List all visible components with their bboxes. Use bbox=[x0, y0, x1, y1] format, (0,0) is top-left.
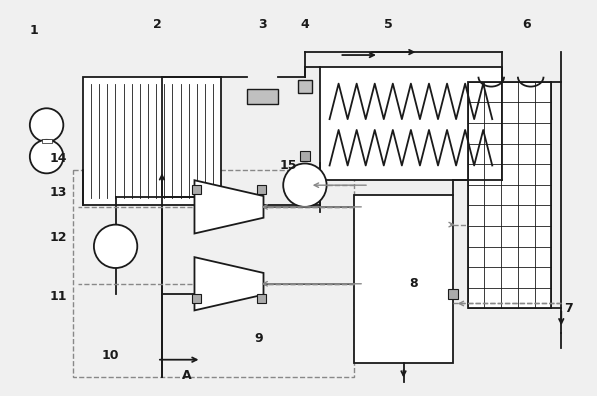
Bar bbox=[320, 67, 502, 180]
Polygon shape bbox=[195, 257, 263, 310]
Circle shape bbox=[283, 164, 327, 207]
Bar bbox=[448, 289, 458, 299]
Circle shape bbox=[30, 108, 63, 142]
Text: 6: 6 bbox=[522, 18, 531, 31]
Bar bbox=[298, 80, 312, 93]
Text: 4: 4 bbox=[300, 18, 309, 31]
Circle shape bbox=[30, 140, 63, 173]
Bar bbox=[257, 294, 266, 303]
Text: A: A bbox=[181, 369, 192, 382]
Text: 8: 8 bbox=[409, 277, 418, 290]
Text: 7: 7 bbox=[564, 302, 573, 315]
Polygon shape bbox=[195, 180, 263, 234]
Bar bbox=[192, 294, 201, 303]
Bar bbox=[42, 139, 51, 143]
Bar bbox=[73, 170, 354, 377]
Text: 5: 5 bbox=[384, 18, 393, 31]
Bar bbox=[354, 195, 453, 363]
Bar bbox=[192, 185, 201, 194]
Text: 12: 12 bbox=[50, 231, 67, 244]
Text: 3: 3 bbox=[258, 18, 267, 31]
Text: 2: 2 bbox=[153, 18, 161, 31]
Text: 11: 11 bbox=[50, 290, 67, 303]
Bar bbox=[247, 89, 278, 104]
Text: 13: 13 bbox=[50, 186, 67, 198]
Bar bbox=[300, 150, 310, 160]
Text: 1: 1 bbox=[29, 24, 38, 37]
Text: 10: 10 bbox=[102, 349, 119, 362]
Bar bbox=[257, 185, 266, 194]
Text: 15: 15 bbox=[279, 159, 297, 172]
Text: 9: 9 bbox=[254, 331, 263, 345]
Text: 14: 14 bbox=[50, 152, 67, 165]
Bar bbox=[83, 77, 221, 205]
Circle shape bbox=[94, 225, 137, 268]
Bar bbox=[467, 82, 552, 308]
